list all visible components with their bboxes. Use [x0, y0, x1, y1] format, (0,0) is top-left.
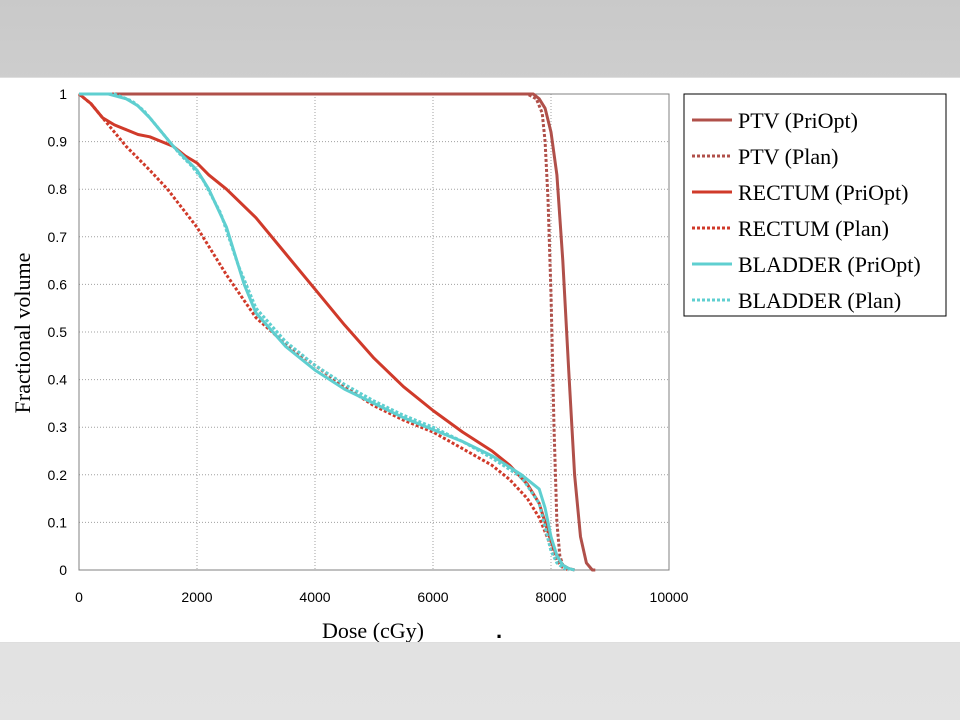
x-tick-label: 8000 — [535, 589, 566, 605]
y-tick-label: 0.3 — [48, 419, 68, 435]
y-tick-label: 0.1 — [48, 514, 68, 530]
x-tick-label: 6000 — [417, 589, 448, 605]
y-tick-label: 0.6 — [48, 276, 68, 292]
x-axis-label: Dose (cGy) — [322, 618, 424, 642]
dose-volume-chart: 0 2000 4000 6000 8000 10000 00.10.20.30.40.50… — [0, 78, 960, 642]
y-tick-label: 0.7 — [48, 229, 68, 245]
x-tick-label: 0 — [75, 589, 83, 605]
x-axis-ticks: 0 2000 4000 6000 8000 10000 — [75, 589, 689, 605]
legend-label-ptv-priopt: PTV (PriOpt) — [738, 108, 858, 133]
legend-label-bladder-priopt: BLADDER (PriOpt) — [738, 252, 921, 277]
series-line-rectum-priopt — [78, 92, 575, 572]
legend-label-ptv-plan: PTV (Plan) — [738, 144, 838, 169]
y-tick-label: 0.9 — [48, 134, 68, 150]
plot-series — [78, 92, 596, 572]
series-line-ptv-plan — [79, 92, 570, 572]
footer-marker: . — [496, 618, 502, 642]
y-axis-ticks: 0 0.1 0.2 0.3 0.4 0.5 0.6 0.7 0.8 0.9 1 — [48, 86, 68, 578]
series-line-rectum-plan — [78, 92, 570, 572]
series-line-ptv-priopt — [79, 92, 596, 572]
x-tick-label: 2000 — [181, 589, 212, 605]
legend-box — [683, 93, 947, 317]
x-tick-label: 10000 — [650, 589, 689, 605]
y-tick-label: 0.8 — [48, 181, 68, 197]
chart-legend: PTV (PriOpt) PTV (Plan) RECTUM (PriOpt) REC… — [683, 93, 947, 317]
y-tick-label: 0.4 — [48, 372, 68, 388]
x-tick-label: 4000 — [299, 589, 330, 605]
y-axis-label: Fractional volume — [10, 253, 35, 414]
plot-grid — [79, 94, 669, 570]
series-line-bladder-plan — [79, 92, 570, 572]
legend-label-bladder-plan: BLADDER (Plan) — [738, 288, 901, 313]
y-tick-label: 0 — [59, 562, 67, 578]
y-tick-label: 0.2 — [48, 467, 68, 483]
y-tick-label: 0.5 — [48, 324, 68, 340]
legend-label-rectum-plan: RECTUM (Plan) — [738, 216, 889, 241]
y-tick-label: 1 — [59, 86, 67, 102]
legend-label-rectum-priopt: RECTUM (PriOpt) — [738, 180, 909, 205]
